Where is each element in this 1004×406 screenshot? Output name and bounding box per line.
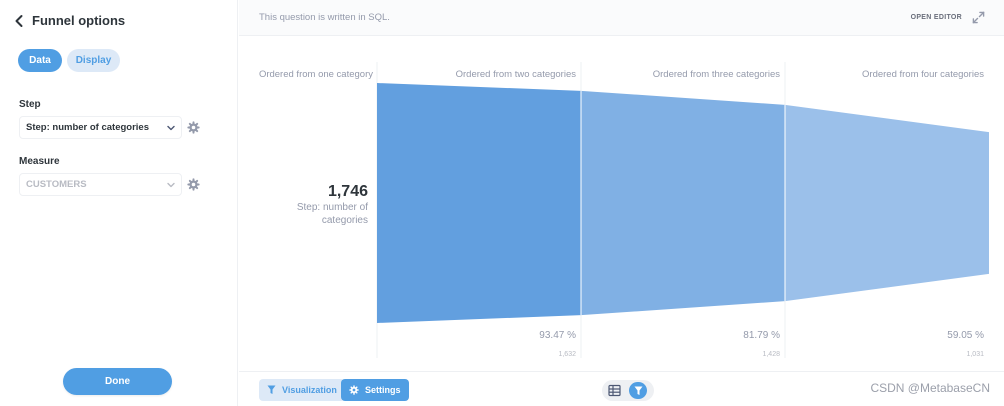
view-toggle [602, 380, 654, 401]
funnel-segment-3[interactable] [785, 104, 989, 302]
query-info-bar: This question is written in SQL. OPEN ED… [239, 0, 1004, 36]
table-icon[interactable] [607, 383, 622, 398]
headline-label: Step: number of [297, 202, 368, 213]
step-select-value: Step: number of categories [26, 122, 149, 133]
step-label: Ordered from four categories [862, 69, 984, 80]
step-label: Ordered from two categories [456, 69, 577, 80]
gear-icon [349, 385, 359, 395]
step-value: 1,632 [558, 351, 576, 358]
step-select[interactable]: Step: number of categories [19, 116, 182, 139]
expand-icon[interactable] [972, 11, 985, 24]
settings-button[interactable]: Settings [341, 379, 409, 401]
measure-select-value: CUSTOMERS [26, 179, 87, 190]
bottom-toolbar: Visualization Settings [239, 371, 1004, 406]
funnel-segment-1[interactable] [377, 83, 581, 323]
sidebar-title: Funnel options [32, 13, 126, 28]
step-percent: 93.47 % [539, 330, 576, 341]
tab-data[interactable]: Data [18, 49, 62, 72]
tab-display[interactable]: Display [67, 49, 120, 72]
chevron-down-icon [167, 182, 175, 187]
step-label: Step [19, 99, 41, 110]
watermark: CSDN @MetabaseCN [870, 381, 990, 395]
funnel-segment-2[interactable] [581, 90, 785, 316]
visualization-button[interactable]: Visualization [259, 379, 345, 401]
headline-value: 1,746 [328, 183, 368, 200]
settings-label: Settings [365, 385, 401, 395]
step-settings-gear-icon[interactable] [187, 121, 200, 134]
step-percent: 59.05 % [947, 330, 984, 341]
back-to-visualizations[interactable]: Funnel options [14, 13, 125, 28]
main-area: This question is written in SQL. OPEN ED… [239, 0, 1004, 406]
sql-note: This question is written in SQL. [259, 12, 390, 23]
visualization-label: Visualization [282, 385, 337, 395]
headline-label: categories [322, 215, 368, 226]
chevron-left-icon [15, 14, 23, 27]
funnel-view-toggle[interactable] [629, 382, 647, 399]
funnel-options-sidebar: Funnel options Data Display Step Step: n… [0, 0, 238, 406]
step-value: 1,031 [966, 351, 984, 358]
step-percent: 81.79 % [743, 330, 780, 341]
funnel-chart: Ordered from one category Ordered from tw… [259, 62, 989, 358]
chevron-down-icon [167, 125, 175, 130]
step-label: Ordered from three categories [653, 69, 781, 80]
funnel-icon [267, 385, 276, 394]
step-value: 1,428 [762, 351, 780, 358]
measure-select[interactable]: CUSTOMERS [19, 173, 182, 196]
funnel-icon [634, 386, 642, 395]
measure-settings-gear-icon[interactable] [187, 178, 200, 191]
done-button[interactable]: Done [63, 368, 172, 395]
step-label: Ordered from one category [259, 69, 373, 80]
measure-label: Measure [19, 156, 60, 167]
open-editor-link[interactable]: OPEN EDITOR [910, 14, 962, 21]
